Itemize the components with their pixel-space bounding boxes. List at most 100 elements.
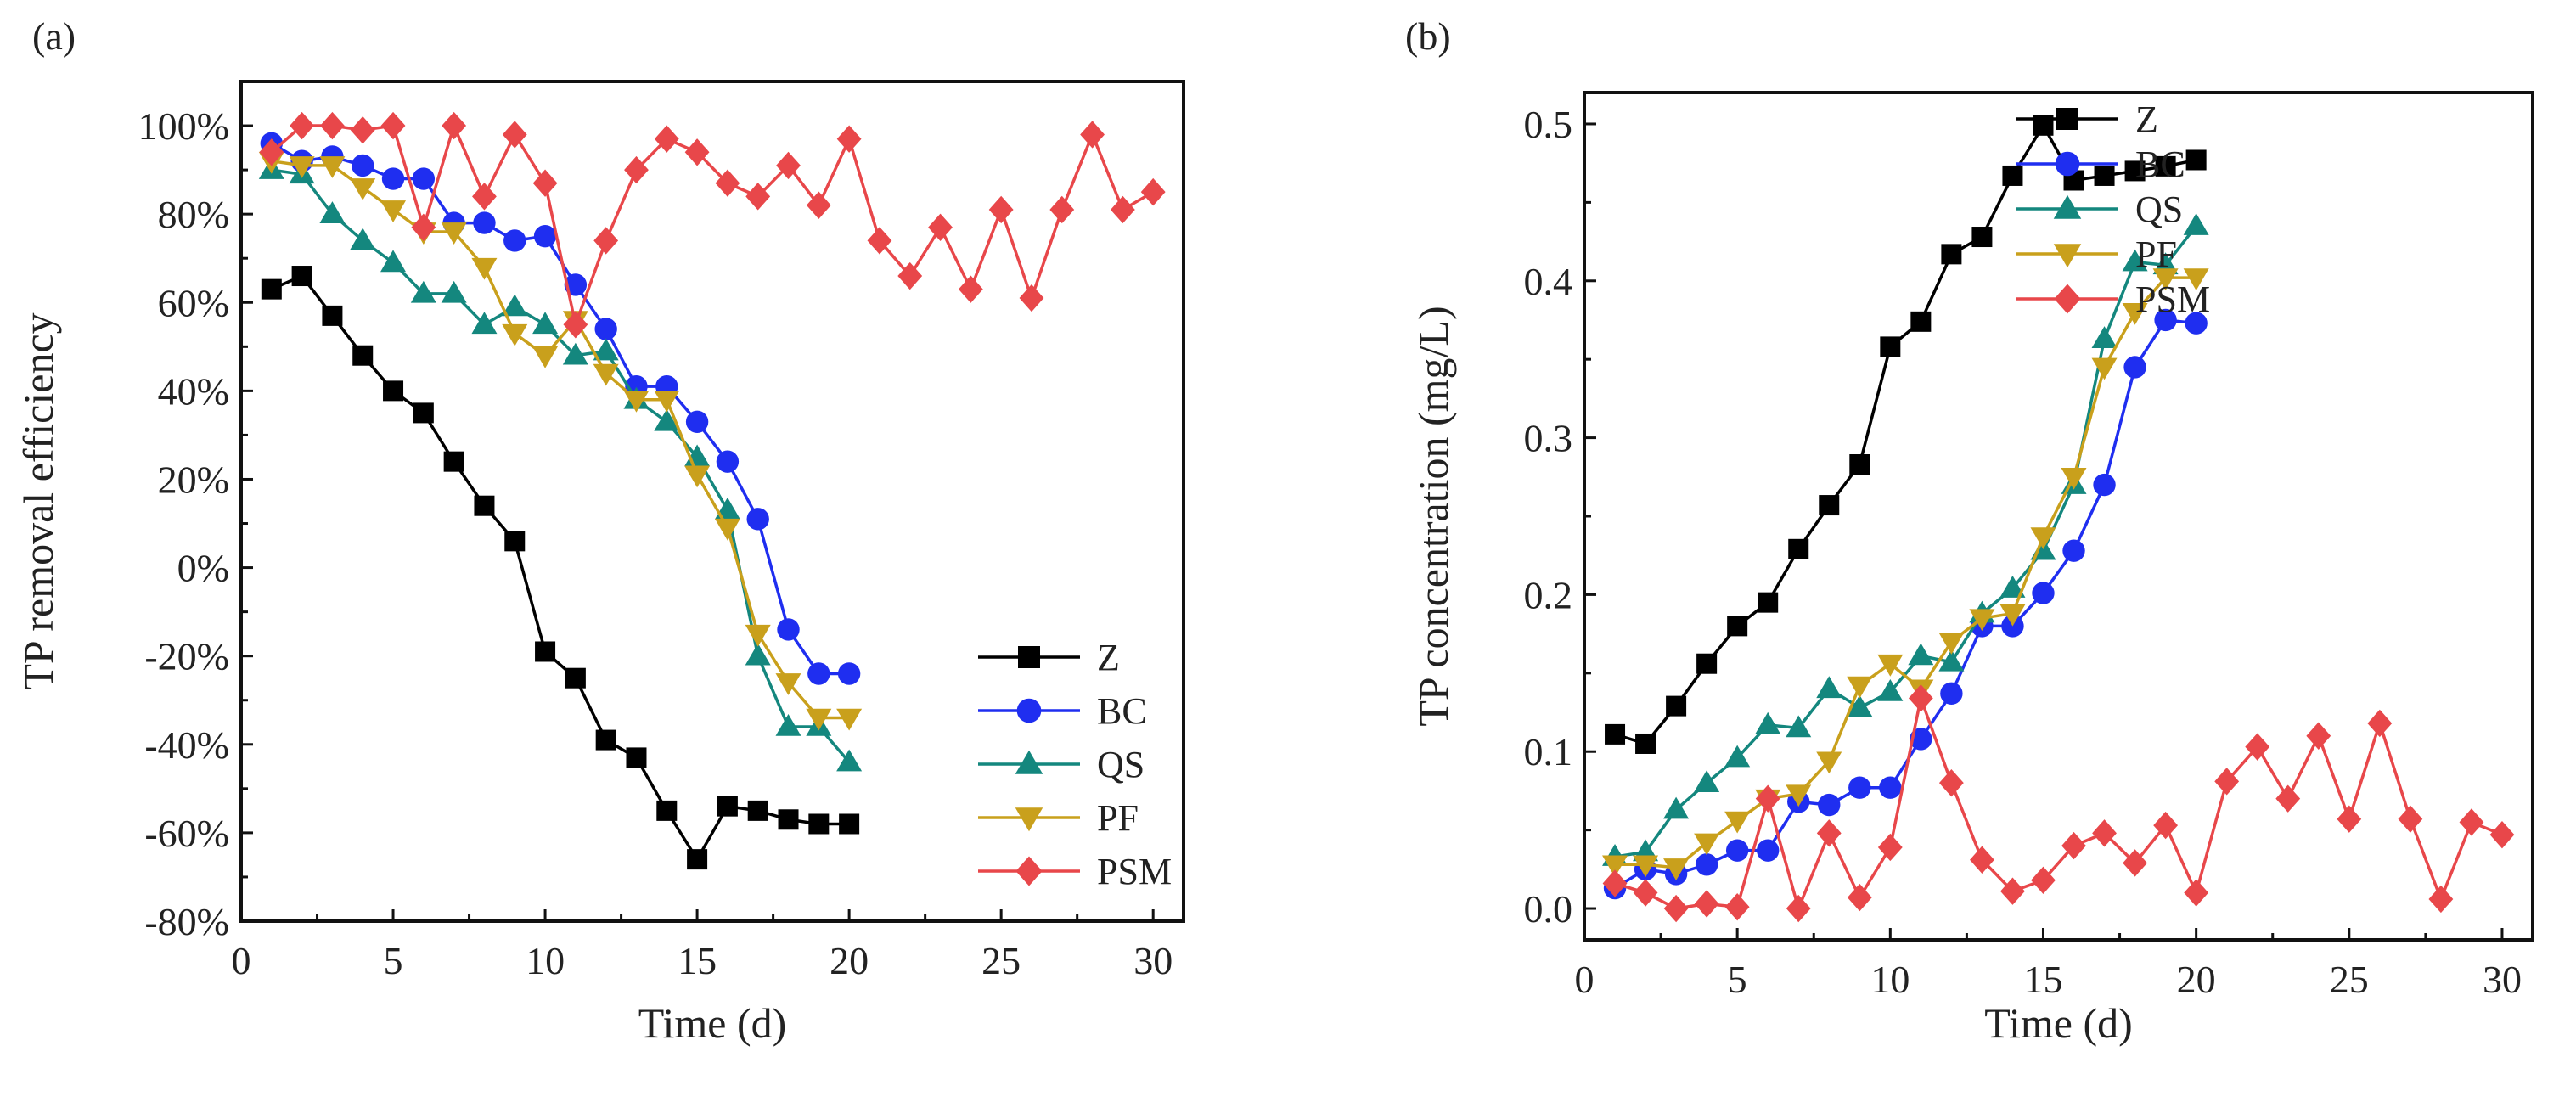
data-point-pf <box>806 708 832 731</box>
data-point-bc <box>685 410 709 434</box>
data-point-bc <box>1818 793 1841 817</box>
data-point-z <box>413 402 434 424</box>
data-point-pf <box>1633 855 1659 878</box>
data-point-pf <box>1847 676 1873 699</box>
data-point-psm <box>563 311 588 339</box>
data-point-z <box>656 800 678 821</box>
data-point-pf <box>380 200 407 222</box>
data-point-z <box>687 849 708 870</box>
data-point-pf <box>319 156 346 178</box>
legend-marker <box>1015 750 1043 774</box>
legend-marker <box>2056 108 2078 130</box>
series-line-psm <box>270 121 1155 330</box>
data-point-z <box>1849 454 1870 475</box>
legend-entry-bc: BC <box>2016 143 2185 185</box>
series-bc <box>260 132 861 685</box>
legend-marker <box>2053 194 2082 219</box>
y-tick-label: 0.0 <box>1524 887 1573 931</box>
series-pf <box>258 151 863 731</box>
data-point-psm <box>502 121 527 149</box>
data-point-bc <box>746 508 769 531</box>
data-point-bc <box>503 229 526 252</box>
data-point-qs <box>2183 213 2209 235</box>
data-point-pf <box>836 708 863 731</box>
data-point-psm <box>1694 890 1719 918</box>
data-point-psm <box>1970 846 1994 874</box>
x-tick-label: 15 <box>2023 958 2062 1001</box>
data-point-z <box>1666 695 1687 717</box>
data-point-psm <box>1049 195 1075 224</box>
legend-label: Z <box>2135 98 2158 140</box>
legend-marker <box>1015 807 1043 832</box>
data-point-psm <box>745 183 771 211</box>
data-point-psm <box>2337 805 2362 833</box>
data-point-pf <box>1786 784 1812 807</box>
data-point-z <box>1605 723 1626 745</box>
data-point-pf <box>654 390 680 413</box>
data-point-bc <box>837 662 861 685</box>
data-point-psm <box>411 213 436 241</box>
data-point-psm <box>806 191 831 219</box>
data-point-z <box>1910 311 1932 332</box>
data-point-bc <box>2154 308 2177 332</box>
data-point-qs <box>1877 678 1904 701</box>
data-point-z <box>352 345 374 366</box>
x-tick-label: 5 <box>384 939 403 982</box>
data-point-qs <box>1816 676 1842 699</box>
legend-marker <box>2055 151 2080 177</box>
y-tick-label: 0.3 <box>1524 417 1573 460</box>
data-point-z <box>1880 336 1901 357</box>
data-point-psm <box>1110 195 1135 224</box>
data-point-psm <box>2459 808 2484 836</box>
x-axis-label: Time (d) <box>1984 999 2133 1047</box>
data-point-qs <box>441 280 467 303</box>
legend-marker <box>1016 698 1042 723</box>
y-tick-label: 0.5 <box>1524 103 1573 146</box>
data-point-psm <box>1633 879 1658 907</box>
legend-entry-qs: QS <box>2016 188 2183 230</box>
panel-label: (a) <box>32 14 76 58</box>
data-point-bc <box>2062 539 2085 562</box>
chart-b: (b) 0 5 10 15 20 25 30 0.0 0.1 0.2 0.3 0.4 0.5 Time (d… <box>1405 14 2534 1047</box>
data-point-pf <box>2152 268 2179 291</box>
data-point-qs <box>1755 711 1781 734</box>
data-point-psm <box>1019 284 1044 312</box>
series-bc <box>1603 308 2208 900</box>
data-point-qs <box>502 294 528 317</box>
data-point-bc <box>1940 682 1963 706</box>
data-point-psm <box>1908 684 1933 712</box>
data-point-qs <box>2091 326 2118 348</box>
legend-entry-z: Z <box>978 637 1120 678</box>
data-point-psm <box>2214 768 2240 796</box>
data-point-qs <box>1786 715 1812 738</box>
data-point-qs <box>654 408 680 431</box>
data-point-psm <box>1847 883 1872 912</box>
y-tick-label: 0% <box>177 547 229 590</box>
data-point-pf <box>532 346 559 368</box>
data-point-psm <box>290 111 315 140</box>
data-point-psm <box>472 183 497 211</box>
data-point-qs <box>593 338 619 361</box>
legend-entry-pf: PF <box>2016 233 2177 275</box>
data-point-z <box>1696 653 1718 674</box>
panel-label: (b) <box>1405 14 1451 58</box>
y-tick-label: 40% <box>158 369 229 413</box>
x-tick-label: 25 <box>981 939 1021 982</box>
data-point-psm <box>593 227 619 255</box>
y-tick-label: -60% <box>144 812 229 855</box>
data-point-bc <box>564 273 588 296</box>
data-point-psm <box>1816 819 1842 847</box>
data-point-psm <box>988 195 1014 224</box>
legend-label: QS <box>1097 744 1145 785</box>
data-point-psm <box>2000 877 2025 905</box>
data-point-pf <box>1724 811 1751 834</box>
data-point-bc <box>594 318 617 340</box>
data-point-bc <box>381 167 405 190</box>
data-point-psm <box>2367 709 2393 738</box>
data-point-z <box>1971 227 1993 248</box>
data-point-psm <box>259 138 284 166</box>
legend-label: BC <box>1097 690 1147 732</box>
y-tick-label: 0.4 <box>1524 260 1573 303</box>
x-tick-label: 25 <box>2330 958 2369 1001</box>
data-point-z <box>2185 149 2207 171</box>
